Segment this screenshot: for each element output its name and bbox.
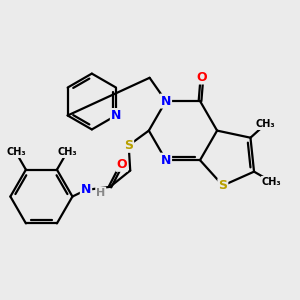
Text: CH₃: CH₃ [6, 147, 26, 157]
Text: CH₃: CH₃ [262, 177, 281, 187]
Text: H: H [96, 188, 105, 198]
Text: N: N [161, 94, 171, 108]
Text: O: O [197, 70, 207, 83]
Text: S: S [124, 139, 133, 152]
Text: CH₃: CH₃ [256, 119, 275, 129]
Text: CH₃: CH₃ [57, 147, 77, 157]
Text: N: N [111, 109, 121, 122]
Text: O: O [116, 158, 127, 171]
Text: N: N [81, 183, 91, 196]
Text: N: N [161, 154, 171, 167]
Text: S: S [218, 179, 227, 192]
